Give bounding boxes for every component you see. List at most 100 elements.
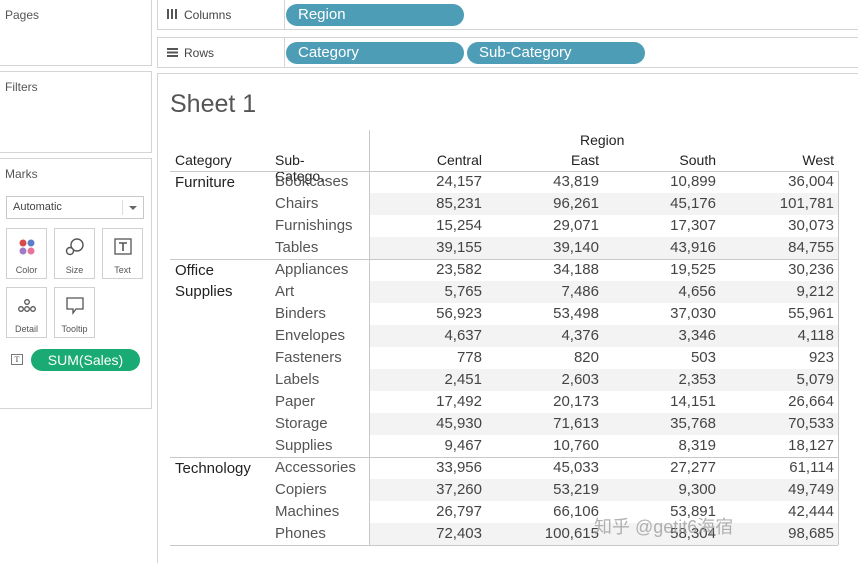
color-button[interactable]: Color (6, 228, 47, 279)
sales-value-cell[interactable]: 14,151 (670, 393, 716, 410)
sales-value-cell[interactable]: 778 (456, 349, 482, 366)
sales-value-cell[interactable]: 9,300 (678, 481, 716, 498)
region-column-header-south[interactable]: South (679, 152, 716, 168)
columns-shelf[interactable]: Columns Region (157, 0, 858, 30)
sales-value-cell[interactable]: 66,106 (553, 503, 599, 520)
sales-value-cell[interactable]: 30,073 (788, 217, 834, 234)
sales-value-cell[interactable]: 72,403 (436, 525, 482, 542)
sales-value-cell[interactable]: 26,664 (788, 393, 834, 410)
sales-value-cell[interactable]: 27,277 (670, 459, 716, 476)
sales-value-cell[interactable]: 4,656 (678, 283, 716, 300)
rows-label: Rows (184, 45, 215, 60)
sales-value-cell[interactable]: 53,891 (670, 503, 716, 520)
sum-sales-pill[interactable]: SUM(Sales) (31, 349, 140, 371)
sales-value-cell[interactable]: 29,071 (553, 217, 599, 234)
sales-value-cell[interactable]: 26,797 (436, 503, 482, 520)
sales-value-cell[interactable]: 9,467 (444, 437, 482, 454)
sales-value-cell[interactable]: 10,760 (553, 437, 599, 454)
sales-value-cell[interactable]: 71,613 (553, 415, 599, 432)
pages-card[interactable]: Pages (0, 0, 152, 66)
row-stripe (369, 281, 838, 303)
sales-value-cell[interactable]: 30,236 (788, 261, 834, 278)
sales-value-cell[interactable]: 923 (808, 349, 834, 366)
sales-value-cell[interactable]: 20,173 (553, 393, 599, 410)
sales-value-cell[interactable]: 96,261 (553, 195, 599, 212)
category-pill[interactable]: Category (286, 42, 464, 64)
sales-value-cell[interactable]: 2,603 (561, 371, 599, 388)
sales-value-cell[interactable]: 45,033 (553, 459, 599, 476)
detail-button[interactable]: Detail (6, 287, 47, 338)
sales-value-cell[interactable]: 23,582 (436, 261, 482, 278)
group-divider (170, 457, 838, 458)
sales-value-cell[interactable]: 85,231 (436, 195, 482, 212)
mark-type-dropdown[interactable]: Automatic (6, 196, 144, 219)
sales-value-cell[interactable]: 2,353 (678, 371, 716, 388)
sub-category-pill[interactable]: Sub-Category (467, 42, 645, 64)
sub-category-column-header[interactable]: Sub-Catego.. (275, 152, 328, 184)
sales-value-cell[interactable]: 70,533 (788, 415, 834, 432)
text-button[interactable]: Text (102, 228, 143, 279)
size-button[interactable]: Size (54, 228, 95, 279)
sales-value-cell[interactable]: 36,004 (788, 173, 834, 190)
sales-value-cell[interactable]: 24,157 (436, 173, 482, 190)
sales-value-cell[interactable]: 5,765 (444, 283, 482, 300)
sales-value-cell[interactable]: 53,498 (553, 305, 599, 322)
sub-category-label: Tables (275, 239, 319, 256)
sales-value-cell[interactable]: 55,961 (788, 305, 834, 322)
sales-value-cell[interactable]: 34,188 (553, 261, 599, 278)
sales-value-cell[interactable]: 35,768 (670, 415, 716, 432)
sales-value-cell[interactable]: 33,956 (436, 459, 482, 476)
sales-value-cell[interactable]: 98,685 (788, 525, 834, 542)
sales-value-cell[interactable]: 7,486 (561, 283, 599, 300)
sales-value-cell[interactable]: 43,916 (670, 239, 716, 256)
sub-category-label: Chairs (275, 195, 319, 212)
sales-value-cell[interactable]: 61,114 (789, 459, 834, 476)
sales-value-cell[interactable]: 37,030 (670, 305, 716, 322)
sales-value-cell[interactable]: 39,140 (553, 239, 599, 256)
sales-value-cell[interactable]: 53,219 (553, 481, 599, 498)
sales-value-cell[interactable]: 4,118 (797, 327, 834, 344)
sales-value-cell[interactable]: 17,492 (436, 393, 482, 410)
sales-value-cell[interactable]: 4,376 (561, 327, 599, 344)
sales-value-cell[interactable]: 4,637 (444, 327, 482, 344)
sales-value-cell[interactable]: 84,755 (788, 239, 834, 256)
sales-value-cell[interactable]: 2,451 (444, 371, 482, 388)
sales-value-cell[interactable]: 8,319 (678, 437, 716, 454)
region-column-header-central[interactable]: Central (436, 152, 482, 168)
sales-value-cell[interactable]: 58,304 (670, 525, 716, 542)
sales-value-cell[interactable]: 10,899 (670, 173, 716, 190)
category-column-header[interactable]: Category (175, 152, 232, 168)
region-column-header-east[interactable]: East (570, 152, 599, 168)
sales-value-cell[interactable]: 503 (690, 349, 716, 366)
sales-value-cell[interactable]: 39,155 (436, 239, 482, 256)
sales-value-cell[interactable]: 45,930 (436, 415, 482, 432)
row-stripe (369, 413, 838, 435)
sales-value-cell[interactable]: 3,346 (678, 327, 716, 344)
region-column-header-west[interactable]: West (802, 152, 834, 168)
sales-value-cell[interactable]: 820 (573, 349, 599, 366)
size-label: Size (65, 265, 84, 275)
size-bubbles-icon (55, 235, 94, 259)
sales-value-cell[interactable]: 15,254 (436, 217, 482, 234)
sales-value-cell[interactable]: 49,749 (788, 481, 834, 498)
region-pill[interactable]: Region (286, 4, 464, 26)
sales-value-cell[interactable]: 56,923 (436, 305, 482, 322)
pages-title: Pages (5, 8, 40, 22)
rows-shelf[interactable]: Rows Category Sub-Category (157, 37, 858, 68)
sales-value-cell[interactable]: 17,307 (670, 217, 716, 234)
sales-value-cell[interactable]: 37,260 (436, 481, 482, 498)
filters-card[interactable]: Filters (0, 71, 152, 153)
sales-value-cell[interactable]: 18,127 (788, 437, 834, 454)
tooltip-button[interactable]: Tooltip (54, 287, 95, 338)
sales-value-cell[interactable]: 101,781 (779, 195, 834, 212)
sales-value-cell[interactable]: 19,525 (670, 261, 716, 278)
sales-value-cell[interactable]: 100,615 (544, 525, 599, 542)
sales-value-cell[interactable]: 45,176 (670, 195, 716, 212)
sales-value-cell[interactable]: 43,819 (553, 173, 599, 190)
chevron-down-icon[interactable] (129, 206, 137, 210)
sales-value-cell[interactable]: 42,444 (788, 503, 834, 520)
sales-value-cell[interactable]: 9,212 (796, 283, 834, 300)
sub-category-label: Furnishings (275, 217, 353, 234)
sales-value-cell[interactable]: 5,079 (796, 371, 834, 388)
sub-category-label: Accessories (275, 459, 356, 476)
